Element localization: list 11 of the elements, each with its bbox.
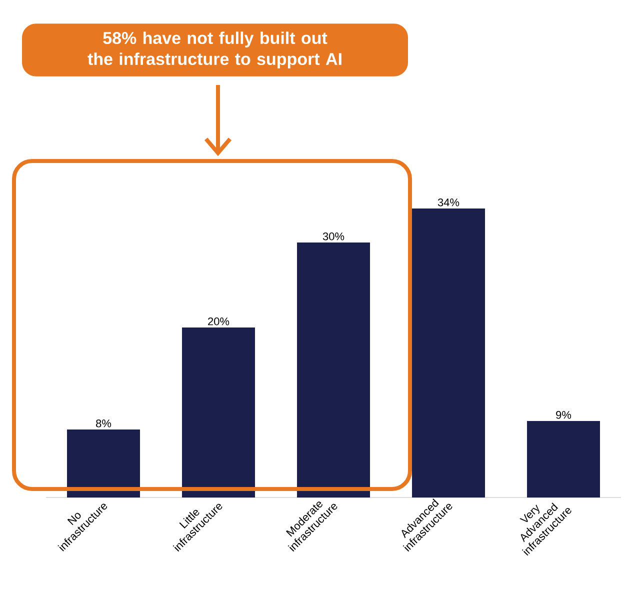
data-label: 34% [438, 198, 460, 206]
data-label: 20% [208, 318, 230, 326]
bar [527, 420, 600, 498]
bar [297, 242, 370, 498]
data-label: 9% [556, 411, 572, 419]
data-label: 30% [322, 232, 344, 240]
bar [412, 208, 485, 498]
data-label: 8% [96, 420, 112, 428]
bar [182, 327, 256, 498]
text: 58% have not fully built out the infrastructure to support AI [88, 32, 342, 68]
bar [67, 429, 140, 498]
